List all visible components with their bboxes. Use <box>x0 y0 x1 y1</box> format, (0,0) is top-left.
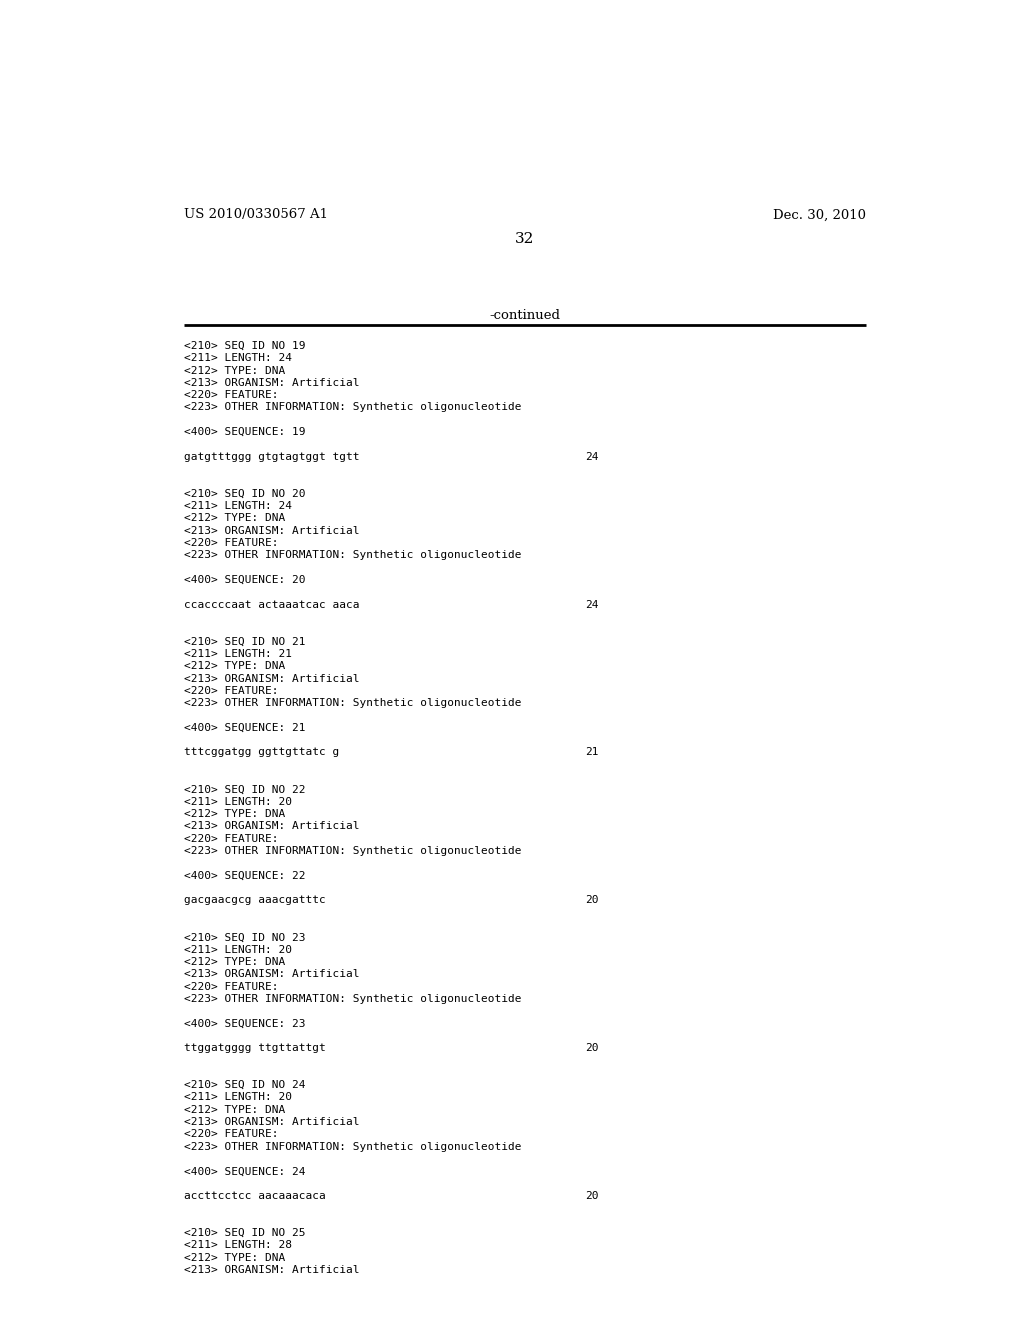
Text: <220> FEATURE:: <220> FEATURE: <box>183 391 279 400</box>
Text: gatgtttggg gtgtagtggt tgtt: gatgtttggg gtgtagtggt tgtt <box>183 451 359 462</box>
Text: <212> TYPE: DNA: <212> TYPE: DNA <box>183 957 285 966</box>
Text: 20: 20 <box>586 1191 599 1201</box>
Text: <213> ORGANISM: Artificial: <213> ORGANISM: Artificial <box>183 1117 359 1127</box>
Text: <220> FEATURE:: <220> FEATURE: <box>183 834 279 843</box>
Text: <212> TYPE: DNA: <212> TYPE: DNA <box>183 809 285 818</box>
Text: ttggatgggg ttgttattgt: ttggatgggg ttgttattgt <box>183 1043 326 1053</box>
Text: 20: 20 <box>586 895 599 906</box>
Text: 32: 32 <box>515 231 535 246</box>
Text: <223> OTHER INFORMATION: Synthetic oligonucleotide: <223> OTHER INFORMATION: Synthetic oligo… <box>183 403 521 412</box>
Text: <213> ORGANISM: Artificial: <213> ORGANISM: Artificial <box>183 525 359 536</box>
Text: <400> SEQUENCE: 21: <400> SEQUENCE: 21 <box>183 723 305 733</box>
Text: <211> LENGTH: 20: <211> LENGTH: 20 <box>183 1093 292 1102</box>
Text: tttcggatgg ggttgttatc g: tttcggatgg ggttgttatc g <box>183 747 339 758</box>
Text: <220> FEATURE:: <220> FEATURE: <box>183 539 279 548</box>
Text: <213> ORGANISM: Artificial: <213> ORGANISM: Artificial <box>183 969 359 979</box>
Text: <210> SEQ ID NO 23: <210> SEQ ID NO 23 <box>183 932 305 942</box>
Text: <223> OTHER INFORMATION: Synthetic oligonucleotide: <223> OTHER INFORMATION: Synthetic oligo… <box>183 698 521 708</box>
Text: <223> OTHER INFORMATION: Synthetic oligonucleotide: <223> OTHER INFORMATION: Synthetic oligo… <box>183 846 521 855</box>
Text: 20: 20 <box>586 1043 599 1053</box>
Text: <400> SEQUENCE: 23: <400> SEQUENCE: 23 <box>183 1019 305 1028</box>
Text: <213> ORGANISM: Artificial: <213> ORGANISM: Artificial <box>183 378 359 388</box>
Text: <211> LENGTH: 20: <211> LENGTH: 20 <box>183 797 292 807</box>
Text: <211> LENGTH: 24: <211> LENGTH: 24 <box>183 502 292 511</box>
Text: <210> SEQ ID NO 22: <210> SEQ ID NO 22 <box>183 784 305 795</box>
Text: gacgaacgcg aaacgatttc: gacgaacgcg aaacgatttc <box>183 895 326 906</box>
Text: 24: 24 <box>586 599 599 610</box>
Text: <400> SEQUENCE: 24: <400> SEQUENCE: 24 <box>183 1167 305 1176</box>
Text: US 2010/0330567 A1: US 2010/0330567 A1 <box>183 209 328 222</box>
Text: -continued: -continued <box>489 309 560 322</box>
Text: <211> LENGTH: 21: <211> LENGTH: 21 <box>183 649 292 659</box>
Text: <213> ORGANISM: Artificial: <213> ORGANISM: Artificial <box>183 821 359 832</box>
Text: <223> OTHER INFORMATION: Synthetic oligonucleotide: <223> OTHER INFORMATION: Synthetic oligo… <box>183 1142 521 1151</box>
Text: <223> OTHER INFORMATION: Synthetic oligonucleotide: <223> OTHER INFORMATION: Synthetic oligo… <box>183 994 521 1003</box>
Text: Dec. 30, 2010: Dec. 30, 2010 <box>773 209 866 222</box>
Text: <212> TYPE: DNA: <212> TYPE: DNA <box>183 1105 285 1114</box>
Text: <213> ORGANISM: Artificial: <213> ORGANISM: Artificial <box>183 1265 359 1275</box>
Text: <210> SEQ ID NO 19: <210> SEQ ID NO 19 <box>183 341 305 351</box>
Text: <220> FEATURE:: <220> FEATURE: <box>183 686 279 696</box>
Text: <211> LENGTH: 24: <211> LENGTH: 24 <box>183 354 292 363</box>
Text: <400> SEQUENCE: 22: <400> SEQUENCE: 22 <box>183 871 305 880</box>
Text: ccaccccaat actaaatcac aaca: ccaccccaat actaaatcac aaca <box>183 599 359 610</box>
Text: <210> SEQ ID NO 21: <210> SEQ ID NO 21 <box>183 636 305 647</box>
Text: <212> TYPE: DNA: <212> TYPE: DNA <box>183 366 285 375</box>
Text: accttcctcc aacaaacaca: accttcctcc aacaaacaca <box>183 1191 326 1201</box>
Text: 21: 21 <box>586 747 599 758</box>
Text: <223> OTHER INFORMATION: Synthetic oligonucleotide: <223> OTHER INFORMATION: Synthetic oligo… <box>183 550 521 560</box>
Text: <400> SEQUENCE: 19: <400> SEQUENCE: 19 <box>183 428 305 437</box>
Text: 24: 24 <box>586 451 599 462</box>
Text: <213> ORGANISM: Artificial: <213> ORGANISM: Artificial <box>183 673 359 684</box>
Text: <210> SEQ ID NO 25: <210> SEQ ID NO 25 <box>183 1228 305 1238</box>
Text: <220> FEATURE:: <220> FEATURE: <box>183 1130 279 1139</box>
Text: <212> TYPE: DNA: <212> TYPE: DNA <box>183 513 285 523</box>
Text: <210> SEQ ID NO 24: <210> SEQ ID NO 24 <box>183 1080 305 1090</box>
Text: <210> SEQ ID NO 20: <210> SEQ ID NO 20 <box>183 488 305 499</box>
Text: <211> LENGTH: 20: <211> LENGTH: 20 <box>183 945 292 954</box>
Text: <212> TYPE: DNA: <212> TYPE: DNA <box>183 1253 285 1262</box>
Text: <212> TYPE: DNA: <212> TYPE: DNA <box>183 661 285 671</box>
Text: <220> FEATURE:: <220> FEATURE: <box>183 982 279 991</box>
Text: <400> SEQUENCE: 20: <400> SEQUENCE: 20 <box>183 576 305 585</box>
Text: <211> LENGTH: 28: <211> LENGTH: 28 <box>183 1241 292 1250</box>
